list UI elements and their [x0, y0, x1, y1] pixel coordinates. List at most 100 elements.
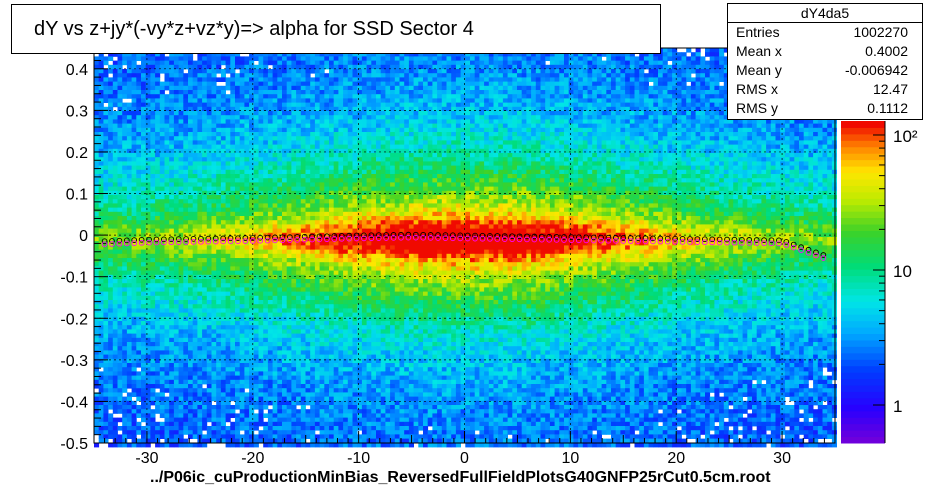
- heatmap-cell: [305, 430, 311, 435]
- heatmap-cell: [197, 400, 203, 406]
- heatmap-cell: [145, 321, 151, 326]
- heatmap-cell: [169, 396, 175, 402]
- heatmap-cell: [253, 102, 259, 108]
- heatmap-cell: [169, 392, 175, 397]
- heatmap-cell: [329, 115, 335, 120]
- heatmap-cell: [239, 237, 245, 242]
- heatmap-cell: [319, 405, 325, 410]
- heatmap-cell: [206, 140, 212, 145]
- heatmap-cell: [155, 90, 161, 95]
- heatmap-cell: [286, 136, 292, 141]
- heatmap-cell: [272, 442, 278, 448]
- heatmap-cell: [220, 321, 226, 326]
- heatmap-cell: [319, 94, 325, 99]
- heatmap-cell: [300, 94, 306, 99]
- heatmap-cell: [282, 270, 288, 276]
- heatmap-cell: [282, 300, 288, 305]
- heatmap-cell: [277, 253, 283, 259]
- heatmap-cell: [211, 165, 217, 171]
- heatmap-cell: [178, 123, 184, 129]
- heatmap-cell: [211, 52, 217, 57]
- heatmap-cell: [291, 144, 297, 150]
- heatmap-cell: [230, 182, 236, 187]
- heatmap-cell: [117, 342, 123, 347]
- heatmap-cell: [169, 375, 175, 381]
- heatmap-cell: [305, 379, 311, 385]
- heatmap-cell: [131, 144, 137, 150]
- heatmap-cell: [192, 90, 198, 95]
- heatmap-cell: [94, 157, 100, 162]
- heatmap-cell: [178, 409, 184, 414]
- heatmap-cell: [230, 220, 236, 225]
- heatmap-cell: [314, 140, 320, 145]
- heatmap-cell: [112, 405, 118, 410]
- heatmap-cell: [338, 438, 344, 444]
- heatmap-cell: [244, 190, 250, 196]
- heatmap-cell: [141, 245, 147, 250]
- heatmap-cell: [183, 106, 189, 112]
- heatmap-cell: [112, 346, 118, 351]
- heatmap-cell: [263, 308, 269, 313]
- heatmap-cell: [103, 81, 109, 87]
- heatmap-cell: [183, 329, 189, 334]
- heatmap-cell: [267, 190, 273, 196]
- heatmap-cell: [192, 132, 198, 137]
- heatmap-cell: [206, 186, 212, 192]
- heatmap-cell: [103, 174, 109, 179]
- heatmap-cell: [239, 207, 245, 213]
- heatmap-cell: [188, 102, 194, 108]
- heatmap-cell: [141, 69, 147, 74]
- heatmap-cell: [197, 430, 203, 435]
- heatmap-cell: [333, 300, 339, 305]
- heatmap-cell: [197, 350, 203, 355]
- heatmap-cell: [192, 350, 198, 355]
- heatmap-cell: [169, 232, 175, 238]
- heatmap-cell: [225, 316, 231, 322]
- heatmap-cell: [150, 216, 156, 221]
- heatmap-cell: [155, 60, 161, 66]
- heatmap-cell: [112, 258, 118, 263]
- heatmap-cell: [314, 291, 320, 297]
- heatmap-cell: [216, 405, 222, 410]
- heatmap-cell: [263, 270, 269, 276]
- heatmap-cell: [126, 174, 132, 179]
- heatmap-cell: [216, 434, 222, 439]
- heatmap-cell: [333, 304, 339, 309]
- heatmap-cell: [169, 438, 175, 444]
- heatmap-cell: [145, 283, 151, 288]
- heatmap-cell: [314, 186, 320, 192]
- heatmap-cell: [164, 421, 170, 427]
- heatmap-cell: [169, 430, 175, 435]
- heatmap-cell: [112, 375, 118, 381]
- heatmap-cell: [319, 106, 325, 112]
- heatmap-cell: [333, 354, 339, 360]
- heatmap-cell: [150, 73, 156, 78]
- heatmap-cell: [202, 136, 208, 141]
- heatmap-cell: [178, 211, 184, 217]
- heatmap-cell: [136, 140, 142, 145]
- heatmap-cell: [244, 249, 250, 255]
- heatmap-cell: [263, 127, 269, 133]
- heatmap-cell: [178, 90, 184, 95]
- heatmap-cell: [131, 148, 137, 154]
- heatmap-cell: [197, 199, 203, 204]
- heatmap-cell: [286, 325, 292, 330]
- heatmap-cell: [296, 115, 302, 120]
- heatmap-cell: [296, 220, 302, 225]
- heatmap-cell: [169, 144, 175, 150]
- heatmap-cell: [286, 119, 292, 124]
- heatmap-cell: [235, 165, 241, 171]
- heatmap-cell: [108, 325, 114, 330]
- heatmap-cell: [324, 111, 330, 116]
- heatmap-cell: [178, 178, 184, 183]
- heatmap-cell: [249, 115, 255, 120]
- heatmap-cell: [197, 169, 203, 175]
- heatmap-cell: [202, 262, 208, 267]
- heatmap-cell: [122, 442, 128, 448]
- heatmap-cell: [253, 270, 259, 276]
- heatmap-cell: [188, 426, 194, 431]
- heatmap-cell: [310, 396, 316, 402]
- heatmap-cell: [263, 253, 269, 259]
- heatmap-cell: [103, 85, 109, 91]
- heatmap-cell: [305, 363, 311, 368]
